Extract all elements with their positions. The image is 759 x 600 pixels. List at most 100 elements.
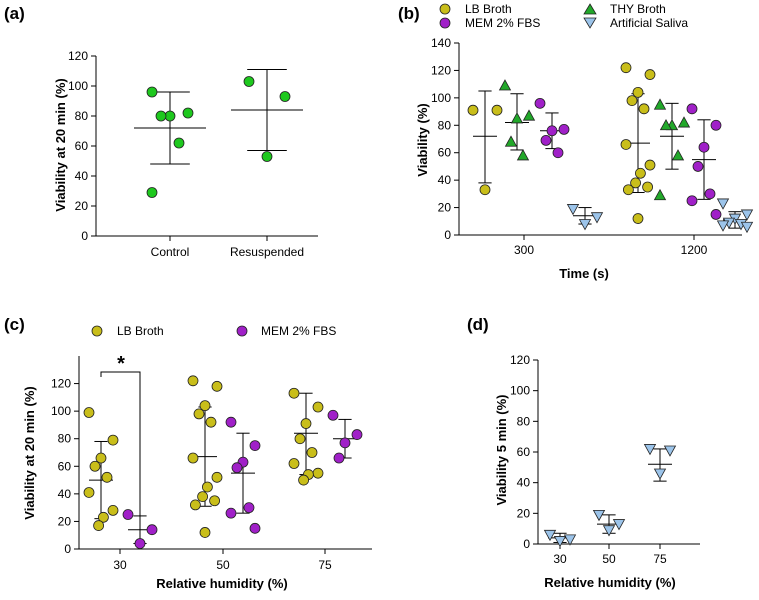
panel-b-ytick-label: 120 [431,63,451,77]
data-point [623,184,634,196]
data-point [686,195,698,207]
data-point [642,181,653,193]
data-point [199,400,211,412]
panel-c-ytick-label: 20 [58,514,72,528]
data-point [716,220,730,232]
data-point [101,471,113,483]
panel-a-ytick-label: 100 [68,79,88,93]
panel-a-ytick-label: 80 [75,109,89,123]
data-point [632,213,644,224]
data-point [740,209,754,221]
panel-a-ytick-label: 120 [68,49,88,63]
panel-d-xtick-label-30: 30 [553,552,567,566]
panel-a-xtick-label-control: Control [151,245,190,259]
panel-d-ytick-label: 120 [510,353,530,367]
data-point [187,452,199,464]
data-point [663,445,677,457]
panel-d-xtick-label-75: 75 [653,552,667,566]
panel-b-group-300-artificial-saliva [566,204,604,231]
data-point [294,433,306,445]
panel-d-ytick-label: 40 [517,476,531,490]
panel-d-xlabel: Relative humidity (%) [544,575,675,590]
data-point [83,487,95,498]
panel-b-group-1200-mem-2-fbs [686,103,722,220]
data-point [201,481,213,493]
panel-c-xtick-label-50: 50 [216,558,230,572]
legend-label-mem-fbs: MEM 2% FBS [465,16,540,30]
panel-d-xtick-label-50: 50 [602,552,616,566]
panel-c-ytick-label: 0 [64,542,71,556]
data-point [225,416,237,428]
panel-c-xtick-label-75: 75 [318,558,332,572]
panel-c-group-75-lb-broth [288,387,324,486]
panel-letter-b: (b) [398,4,420,23]
panel-b-xtick-label-1200: 1200 [681,243,708,257]
data-point [552,147,564,159]
data-point [134,538,146,549]
data-point [83,407,95,418]
data-point [187,375,199,387]
data-point [692,161,704,172]
data-point [209,495,221,507]
significance-bracket [100,371,141,537]
panel-c-legend: LB Broth MEM 2% FBS [91,324,336,338]
data-point [93,520,104,531]
data-point [566,204,580,216]
data-point [98,511,109,523]
data-point [510,112,524,124]
data-point [522,109,536,121]
panel-d-group-30-artificial-saliva [543,529,577,548]
data-point [205,416,217,428]
data-point [644,159,656,171]
data-point [686,103,698,115]
data-point [199,527,211,538]
data-point [288,387,300,399]
data-point [626,95,638,106]
data-point [312,467,324,479]
panel-b-ytick-label: 80 [438,118,452,132]
data-point [710,209,722,220]
data-point [491,104,503,116]
data-point [211,380,223,392]
data-point [671,149,685,161]
data-point [479,184,491,196]
legend-marker-thy-broth [583,3,597,15]
panel-a-ylabel: Viability at 20 min (%) [53,78,68,211]
legend-marker-lb-broth [439,3,451,15]
legend-label-lb-broth-c: LB Broth [117,324,164,338]
panel-c-ytick-label: 80 [58,432,72,446]
data-point [498,79,512,91]
data-point [288,458,300,469]
panel-d-ytick-label: 60 [517,445,531,459]
data-point [653,468,667,480]
legend-label-thy-broth: THY Broth [610,2,666,16]
panel-c-group-30-lb-broth [83,407,119,531]
data-point [653,188,667,201]
panel-b-legend: LB Broth THY Broth MEM 2% FBS Artificial… [439,2,688,30]
data-point [504,135,518,147]
panel-b-ylabel: Viability (%) [415,103,430,176]
data-point [189,499,201,511]
data-point [653,98,667,110]
significance-star: * [117,353,125,375]
data-point [312,401,324,413]
legend-marker-mem-fbs [439,17,451,29]
panel-b-ytick-label: 60 [438,146,452,160]
data-point [467,104,479,116]
panel-c-ytick-label: 120 [51,377,71,391]
data-point [182,107,194,119]
panel-a-xtick-label-resuspended: Resuspended [230,245,304,259]
data-point [146,524,158,536]
data-point [243,76,255,87]
data-point [638,103,650,115]
data-point [351,429,363,440]
panel-c-ytick-label: 60 [58,459,72,473]
panel-c-plot: 0 20 40 60 80 100 120 30 50 75 [51,356,372,572]
data-point [546,125,558,137]
panel-b-group-300-lb-broth [467,90,503,196]
data-point [298,474,310,486]
panel-b-ytick-label: 140 [431,36,451,50]
data-point [590,212,604,224]
panel-letter-a: (a) [4,4,25,23]
data-point [146,187,158,198]
